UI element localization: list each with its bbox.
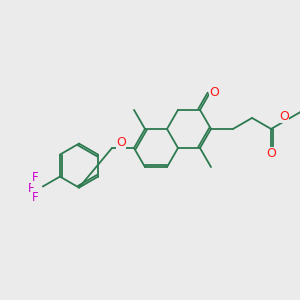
Text: F: F — [28, 182, 34, 195]
Text: F: F — [32, 171, 38, 184]
Text: F: F — [32, 191, 38, 204]
Text: O: O — [116, 136, 126, 148]
Text: O: O — [266, 147, 276, 160]
Text: O: O — [209, 86, 219, 99]
Text: O: O — [280, 110, 290, 123]
